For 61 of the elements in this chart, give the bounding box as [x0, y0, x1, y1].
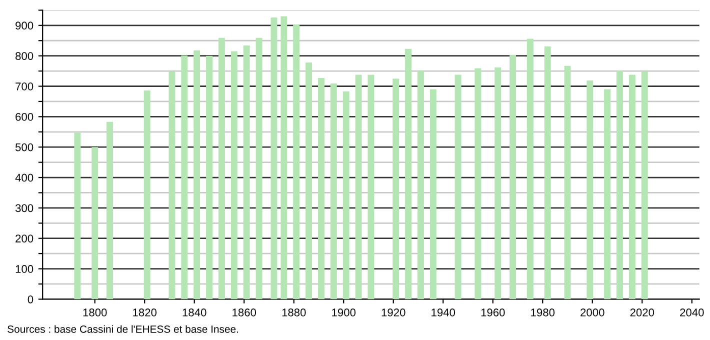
x-tick-label: 1920 [382, 308, 406, 316]
bar [106, 122, 113, 300]
bar [306, 62, 312, 300]
bar [526, 38, 534, 300]
y-tick-label: 700 [16, 82, 34, 90]
bar [494, 67, 502, 300]
bar [181, 56, 188, 300]
bar [641, 71, 648, 300]
x-tick-label: 2040 [680, 308, 704, 316]
bar [92, 147, 98, 300]
bar [392, 78, 400, 300]
bar [293, 24, 300, 300]
y-tick-label: 100 [16, 265, 34, 273]
x-tick-label: 1880 [282, 308, 306, 316]
y-tick-label: 0 [28, 295, 34, 304]
x-tick-label: 1900 [332, 308, 356, 316]
x-tick-label: 1960 [481, 308, 505, 316]
bar [474, 68, 482, 300]
x-tick-label: 1820 [133, 308, 157, 316]
y-tick-label: 900 [16, 22, 34, 30]
bar [368, 74, 374, 300]
x-tick-label: 1840 [182, 308, 206, 316]
bar [74, 132, 81, 300]
y-tick-label: 500 [15, 143, 34, 152]
bar [280, 16, 288, 300]
bar [256, 38, 262, 300]
bar [417, 70, 424, 300]
x-tick-label: 1980 [531, 308, 555, 316]
bar [544, 46, 551, 300]
bar [604, 89, 611, 300]
bar [355, 74, 362, 300]
bar [330, 84, 337, 300]
bar [586, 80, 594, 300]
y-tick-label: 200 [16, 234, 34, 242]
y-tick-label: 400 [15, 174, 34, 182]
bar [454, 74, 462, 300]
bar [206, 56, 213, 300]
x-tick-label: 1800 [83, 308, 107, 316]
y-tick-label: 300 [15, 204, 34, 212]
bar [144, 90, 150, 300]
bar [194, 50, 200, 300]
x-tick-label: 2000 [580, 308, 604, 316]
bar [405, 48, 412, 300]
bar [318, 78, 324, 300]
y-tick-label: 800 [16, 52, 34, 60]
x-tick-label: 1860 [232, 308, 256, 316]
bar [430, 89, 436, 300]
x-tick-label: 1940 [432, 308, 456, 316]
bar [616, 70, 623, 300]
bar [342, 91, 350, 300]
bar [510, 54, 516, 300]
bar [218, 38, 225, 300]
bar [564, 66, 571, 300]
y-tick-label: 600 [16, 112, 34, 121]
source-note: Sources : base Cassini de l'EHESS et base Insee. [8, 325, 238, 333]
bar [168, 71, 176, 300]
bar [230, 51, 238, 300]
x-tick-label: 2020 [630, 308, 654, 316]
bar [270, 18, 278, 300]
bar [243, 45, 250, 300]
bar [628, 74, 636, 300]
